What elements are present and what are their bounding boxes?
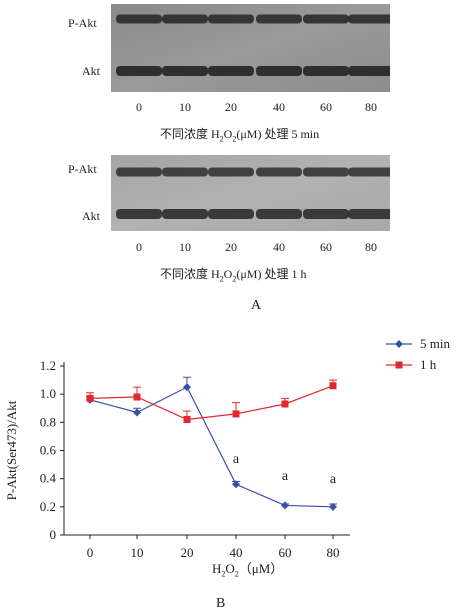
blot1-image xyxy=(111,4,390,92)
blot2-lane-label: 40 xyxy=(273,240,285,254)
blot1-row-label-akt: Akt xyxy=(82,64,100,78)
chart-annotations: a a a xyxy=(233,452,337,487)
y-tick-label: 1.2 xyxy=(40,358,56,373)
legend-marker-diamond xyxy=(395,340,403,348)
blot1-pakt-band-4 xyxy=(303,14,349,24)
data-point-square xyxy=(133,393,141,401)
blot2-pakt-band-5 xyxy=(348,167,390,177)
chart-axes: 0 0.2 0.4 0.6 0.8 1.0 1.2 0 10 20 40 60 80 P-Akt(Ser4… xyxy=(4,358,350,560)
blot1-akt-band-5 xyxy=(348,66,390,76)
data-point-square xyxy=(86,394,94,402)
data-point-square xyxy=(232,410,240,418)
panel-b-label: B xyxy=(216,596,226,611)
y-axis-label: P-Akt(Ser473)/Akt xyxy=(4,400,19,500)
blot2-akt-band-1 xyxy=(162,209,208,219)
data-point-diamond xyxy=(232,480,240,489)
x-tick-label: 60 xyxy=(279,545,292,560)
significance-marker: a xyxy=(233,452,240,467)
series-line-1 xyxy=(89,385,334,421)
data-point-diamond xyxy=(281,501,289,510)
data-point-diamond xyxy=(329,502,337,511)
blot1-lane-label: 10 xyxy=(179,100,191,114)
data-point-diamond xyxy=(133,408,141,417)
blot1-akt-band-2 xyxy=(208,66,254,76)
blot2-row-label-akt: Akt xyxy=(82,209,100,223)
blot2-lane-label: 10 xyxy=(179,240,191,254)
blot2-background xyxy=(111,155,390,231)
y-tick-label: 0.4 xyxy=(40,471,57,486)
blot2-pakt-band-2 xyxy=(208,167,254,177)
blot1-akt-band-1 xyxy=(162,66,208,76)
blot2-akt-band-2 xyxy=(208,209,254,219)
blot1-caption: 不同浓度 H2O2(μM) 处理 5 min xyxy=(160,127,320,144)
blot1-lane-label: 0 xyxy=(136,100,142,114)
blot2-caption: 不同浓度 H2O2(μM) 处理 1 h xyxy=(160,267,307,284)
blot2-akt-band-3 xyxy=(256,209,302,219)
legend-marker-square xyxy=(395,361,403,369)
data-point-square xyxy=(281,400,289,408)
blot2-lane-label: 0 xyxy=(136,240,142,254)
blot1-akt-band-0 xyxy=(116,66,162,76)
blot2-lane-label: 60 xyxy=(320,240,332,254)
blot2-pakt-band-4 xyxy=(303,167,349,177)
blot1-pakt-band-5 xyxy=(348,14,390,24)
blot2-akt-bands xyxy=(116,209,390,219)
x-tick-label: 20 xyxy=(181,545,194,560)
blot1-akt-band-4 xyxy=(303,66,349,76)
blot1-row-label-pakt: P-Akt xyxy=(68,16,97,30)
blot2-row-label-pakt: P-Akt xyxy=(68,162,97,176)
blot1-pakt-band-0 xyxy=(116,14,162,24)
blot2-lane-label: 20 xyxy=(225,240,237,254)
data-point-square xyxy=(183,416,191,424)
blot1-pakt-band-2 xyxy=(208,14,254,24)
blot2-akt-band-5 xyxy=(348,209,390,219)
blot2-akt-band-4 xyxy=(303,209,349,219)
y-tick-label: 0.2 xyxy=(40,499,56,514)
blot1-lane-label: 20 xyxy=(225,100,237,114)
legend-label: 5 min xyxy=(420,336,450,351)
panel-a-label: A xyxy=(251,298,262,313)
blot2-akt-band-0 xyxy=(116,209,162,219)
blot2-pakt-bands xyxy=(116,167,390,177)
x-tick-label: 0 xyxy=(87,545,94,560)
blot1-lane-label: 80 xyxy=(365,100,377,114)
x-axis-label: H2O2（μM） xyxy=(212,561,284,579)
blot1-pakt-band-3 xyxy=(256,14,302,24)
x-tick-label: 40 xyxy=(230,545,243,560)
blot2-pakt-band-1 xyxy=(162,167,208,177)
y-tick-label: 0.6 xyxy=(40,443,57,458)
y-tick-label: 0 xyxy=(50,527,57,542)
blot1-akt-band-3 xyxy=(256,66,302,76)
blot1-lane-label: 40 xyxy=(273,100,285,114)
blot1-pakt-bands xyxy=(116,14,390,24)
blot2-pakt-band-3 xyxy=(256,167,302,177)
blot1-akt-bands xyxy=(116,66,390,76)
series-line-0 xyxy=(89,386,334,508)
data-point-square xyxy=(329,382,337,390)
chart-legend: 5 min 1 h xyxy=(386,336,450,372)
blot1-pakt-band-1 xyxy=(162,14,208,24)
line-chart: 0 0.2 0.4 0.6 0.8 1.0 1.2 0 10 20 40 60 80 P-Akt(Ser4… xyxy=(4,336,450,560)
blot1-lane-label: 60 xyxy=(320,100,332,114)
blot2-image xyxy=(111,155,390,231)
chart-series xyxy=(86,376,337,511)
data-point-diamond xyxy=(183,383,191,392)
x-tick-label: 10 xyxy=(131,545,144,560)
significance-marker: a xyxy=(282,469,289,484)
y-tick-label: 1.0 xyxy=(40,386,56,401)
blot2-lane-label: 80 xyxy=(365,240,377,254)
y-tick-label: 0.8 xyxy=(40,414,56,429)
x-tick-label: 80 xyxy=(327,545,340,560)
legend-label: 1 h xyxy=(420,357,437,372)
blot2-pakt-band-0 xyxy=(116,167,162,177)
significance-marker: a xyxy=(330,472,337,487)
